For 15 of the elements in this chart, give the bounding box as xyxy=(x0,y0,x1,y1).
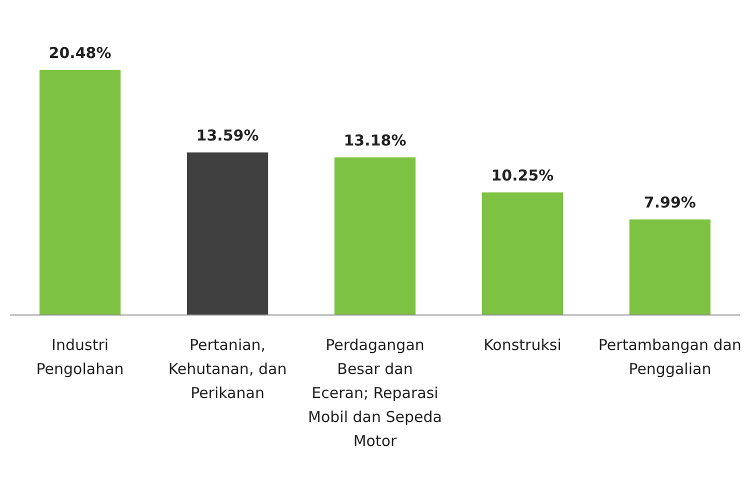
data-label: 13.18% xyxy=(344,131,406,150)
bar xyxy=(482,192,564,315)
data-label: 13.59% xyxy=(196,126,259,144)
x-tick-label: Perdagangan Besar dan Eceran; Reparasi Mobil dan Sepeda Motor xyxy=(308,336,442,450)
x-tick-label: Pertambangan dan Penggalian xyxy=(598,336,742,378)
x-tick-label: Konstruksi xyxy=(484,336,562,354)
data-label: 20.48% xyxy=(48,44,112,62)
bar xyxy=(334,157,416,315)
data-label: 7.99% xyxy=(644,193,696,212)
x-tick-label: Industri Pengolahan xyxy=(36,336,124,378)
bar xyxy=(186,152,268,315)
data-label: 10.25% xyxy=(491,166,554,184)
bar xyxy=(39,70,121,315)
x-tick-label: Pertanian, Kehutanan, dan Perikanan xyxy=(168,336,287,402)
bar xyxy=(629,219,711,315)
